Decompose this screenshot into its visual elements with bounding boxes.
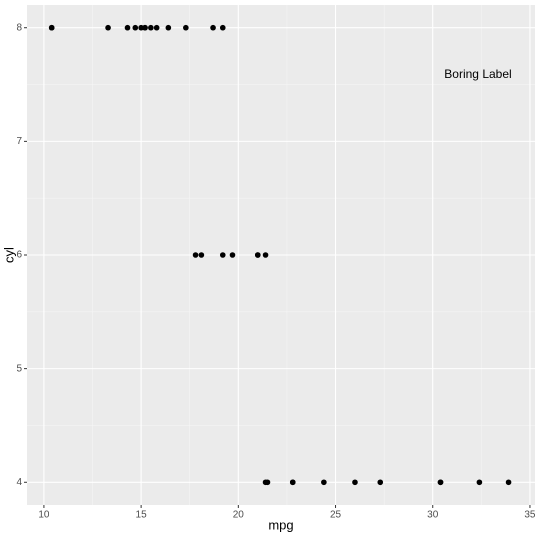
point: [210, 24, 216, 31]
point: [105, 24, 111, 31]
point: [219, 252, 226, 258]
point: [321, 479, 327, 486]
point: [476, 479, 483, 486]
point: [153, 24, 160, 31]
point: [437, 479, 444, 486]
y-axis-title: cyl: [1, 247, 16, 263]
point: [138, 24, 144, 31]
point: [229, 252, 236, 258]
point: [165, 24, 172, 31]
y-tick-label: 5: [16, 363, 22, 374]
point: [377, 479, 384, 486]
x-tick-label: 20: [233, 510, 245, 521]
point: [352, 479, 358, 486]
point: [132, 24, 139, 31]
point: [198, 252, 205, 258]
x-tick-label: 10: [38, 510, 50, 521]
x-tick-label: 15: [136, 510, 148, 521]
point: [262, 479, 269, 486]
x-tick-label: 30: [427, 510, 439, 521]
point: [183, 24, 189, 31]
y-tick-label: 4: [16, 477, 22, 488]
y-tick-label: 7: [16, 136, 22, 147]
point: [254, 252, 261, 258]
point: [48, 24, 55, 31]
point: [142, 24, 148, 31]
point: [289, 479, 296, 486]
annotation: Boring Label: [444, 67, 511, 81]
point: [148, 24, 154, 31]
y-tick-label: 6: [16, 250, 22, 261]
point: [124, 24, 131, 31]
point: [262, 252, 269, 258]
x-tick-label: 25: [330, 510, 342, 521]
x-axis-title: mpg: [268, 517, 293, 532]
x-tick-label: 35: [524, 510, 536, 521]
point: [192, 252, 199, 258]
point: [505, 479, 512, 486]
point: [219, 24, 226, 31]
y-tick-label: 8: [16, 22, 22, 33]
